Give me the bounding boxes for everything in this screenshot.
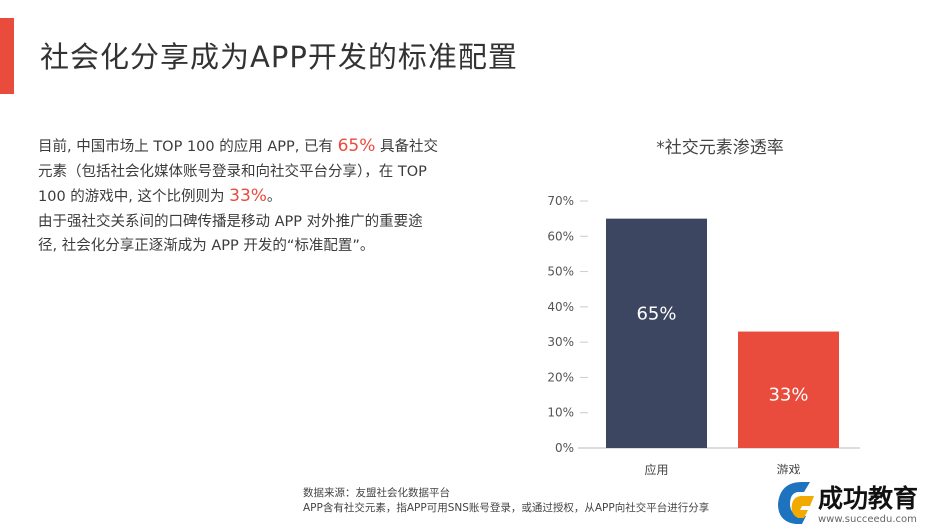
bar-game	[738, 331, 839, 448]
title-accent-bar	[0, 18, 14, 94]
brand-logo: 成功教育 www.succeedu.com	[770, 474, 948, 530]
paragraph-1-part-b: 具备社交元素（包括社会化媒体账号登录和向社交平台分享），在 TOP 100 的游…	[38, 139, 438, 205]
x-category-label: 应用	[644, 462, 668, 477]
y-tick-label: 20%	[547, 370, 574, 384]
paragraph-1-part-a: 目前, 中国市场上 TOP 100 的应用 APP, 已有	[38, 139, 338, 155]
paragraph-1-part-c: 。	[266, 189, 282, 205]
footnote: 数据来源：友盟社会化数据平台 APP含有社交元素，指APP可用SNS账号登录，或…	[303, 486, 709, 516]
y-tick-label: 60%	[547, 229, 574, 243]
bar-app	[606, 218, 707, 448]
x-category-label: 游戏	[776, 463, 800, 477]
bar-chart: 0% 10% 20% 30% 40% 50% 60% 70% 65% 应用 33% 游戏	[547, 194, 860, 477]
highlight-game-percent: 33%	[229, 186, 267, 206]
footnote-source: 数据来源：友盟社会化数据平台	[303, 487, 450, 499]
logo-swirl-icon	[778, 482, 810, 524]
y-tick-label: 30%	[547, 335, 574, 349]
highlight-app-percent: 65%	[337, 136, 376, 156]
y-tick-label: 0%	[555, 441, 574, 455]
y-tick-label: 10%	[547, 406, 574, 420]
bar-value-label: 33%	[768, 384, 808, 405]
page-title: 社会化分享成为APP开发的标准配置	[40, 40, 518, 74]
logo-name: 成功教育	[818, 484, 918, 513]
footnote-definition: APP含有社交元素，指APP可用SNS账号登录，或通过授权，从APP向社交平台进…	[303, 502, 710, 514]
paragraph-2: 由于强社交关系间的口碑传播是移动 APP 对外推广的重要途径, 社会化分享正逐渐…	[38, 213, 423, 255]
logo-swirl-inner-icon	[791, 496, 814, 518]
y-tick-label: 70%	[547, 194, 574, 208]
y-tick-label: 40%	[547, 300, 574, 314]
y-tick-label: 50%	[547, 265, 574, 279]
logo-url: www.succeedu.com	[818, 514, 917, 525]
chart-title: *社交元素渗透率	[656, 138, 784, 158]
bar-value-label: 65%	[636, 304, 676, 325]
body-text: 目前, 中国市场上 TOP 100 的应用 APP, 已有 65% 具备社交元素…	[38, 134, 438, 259]
paragraph-1: 目前, 中国市场上 TOP 100 的应用 APP, 已有 65% 具备社交元素…	[38, 134, 438, 210]
